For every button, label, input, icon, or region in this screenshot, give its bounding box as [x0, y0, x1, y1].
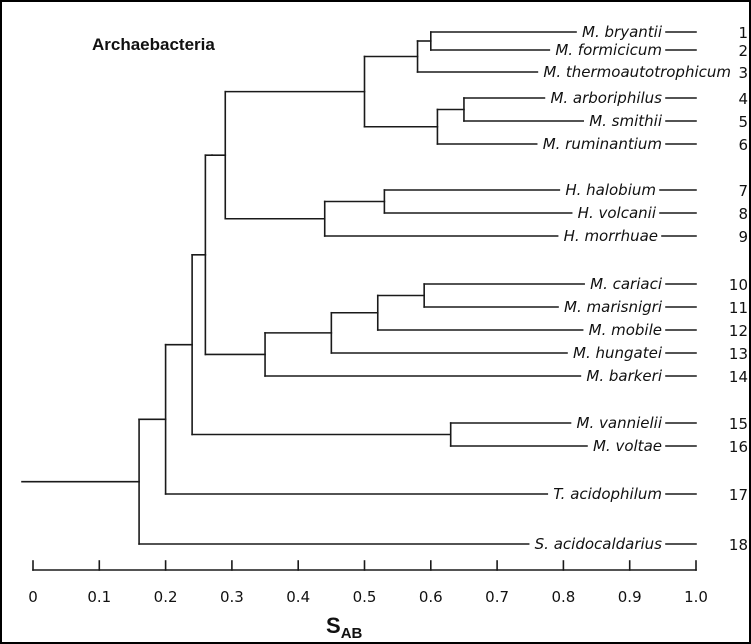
- axis-tick-label: 0.6: [419, 588, 443, 606]
- taxon-label: T. acidophilum: [553, 485, 662, 503]
- axis-tick-label: 0.3: [220, 588, 244, 606]
- axis-tick-label: 0.1: [87, 588, 111, 606]
- axis-title-subscript: AB: [341, 625, 363, 642]
- taxon-label: M. smithii: [589, 112, 663, 130]
- taxon-number: 4: [738, 90, 748, 108]
- taxon-label: M. bryantii: [582, 23, 663, 41]
- taxon-label: M. mobile: [589, 321, 662, 339]
- taxon-number: 7: [738, 182, 748, 200]
- taxon-label: M. barkeri: [586, 367, 662, 385]
- taxon-label: M. voltae: [593, 437, 662, 455]
- taxon-label: M. formicicum: [555, 41, 662, 59]
- leaf-labels: M. bryantii 1 M. formicicum 2 M. thermoautot…: [535, 23, 748, 554]
- axis-tick-label: 1.0: [684, 588, 708, 606]
- axis-tick-label: 0.4: [286, 588, 310, 606]
- axis-title-main: S: [326, 613, 341, 638]
- axis-tick-label: 0.8: [551, 588, 575, 606]
- taxon-number: 8: [738, 205, 748, 223]
- taxon-number: 14: [729, 368, 748, 386]
- taxon-number: 12: [729, 322, 748, 340]
- taxon-label: H. morrhuae: [564, 227, 658, 245]
- tree-branches: [21, 31, 588, 545]
- taxon-number: 2: [738, 42, 748, 60]
- axis-tick-label: 0.9: [618, 588, 642, 606]
- taxon-number: 15: [729, 415, 748, 433]
- taxon-label: M. vannielii: [577, 414, 663, 432]
- taxon-number: 17: [729, 486, 748, 504]
- taxon-number: 16: [729, 438, 748, 456]
- taxon-label: M. thermoautotrophicum: [543, 63, 731, 81]
- taxon-number: 1: [738, 24, 748, 42]
- taxon-label: M. hungatei: [573, 344, 663, 362]
- axis-tick-label: 0: [28, 588, 38, 606]
- taxon-number: 11: [729, 299, 748, 317]
- similarity-axis: 0 0.1 0.2 0.3 0.4 0.5 0.6 0.7 0.8 0.9 1.0: [28, 560, 708, 606]
- taxon-label: M. arboriphilus: [550, 89, 662, 107]
- axis-tick-label: 0.2: [154, 588, 178, 606]
- taxon-label: S. acidocaldarius: [535, 535, 663, 553]
- figure-title: Archaebacteria: [92, 35, 215, 54]
- taxon-number: 18: [729, 536, 748, 554]
- axis-tick-label: 0.5: [353, 588, 377, 606]
- taxon-label: M. ruminantium: [543, 135, 662, 153]
- axis-title: SAB: [326, 613, 363, 642]
- axis-tick-label: 0.7: [485, 588, 509, 606]
- taxon-label: M. cariaci: [590, 275, 663, 293]
- taxon-number: 6: [738, 136, 748, 154]
- taxon-number: 10: [729, 276, 748, 294]
- taxon-number: 3: [738, 64, 748, 82]
- taxon-number: 9: [738, 228, 748, 246]
- taxon-number: 13: [729, 345, 748, 363]
- taxon-label: H. halobium: [565, 181, 656, 199]
- taxon-label: M. marisnigri: [564, 298, 663, 316]
- taxon-label: H. volcanii: [578, 204, 657, 222]
- taxon-number: 5: [738, 113, 748, 131]
